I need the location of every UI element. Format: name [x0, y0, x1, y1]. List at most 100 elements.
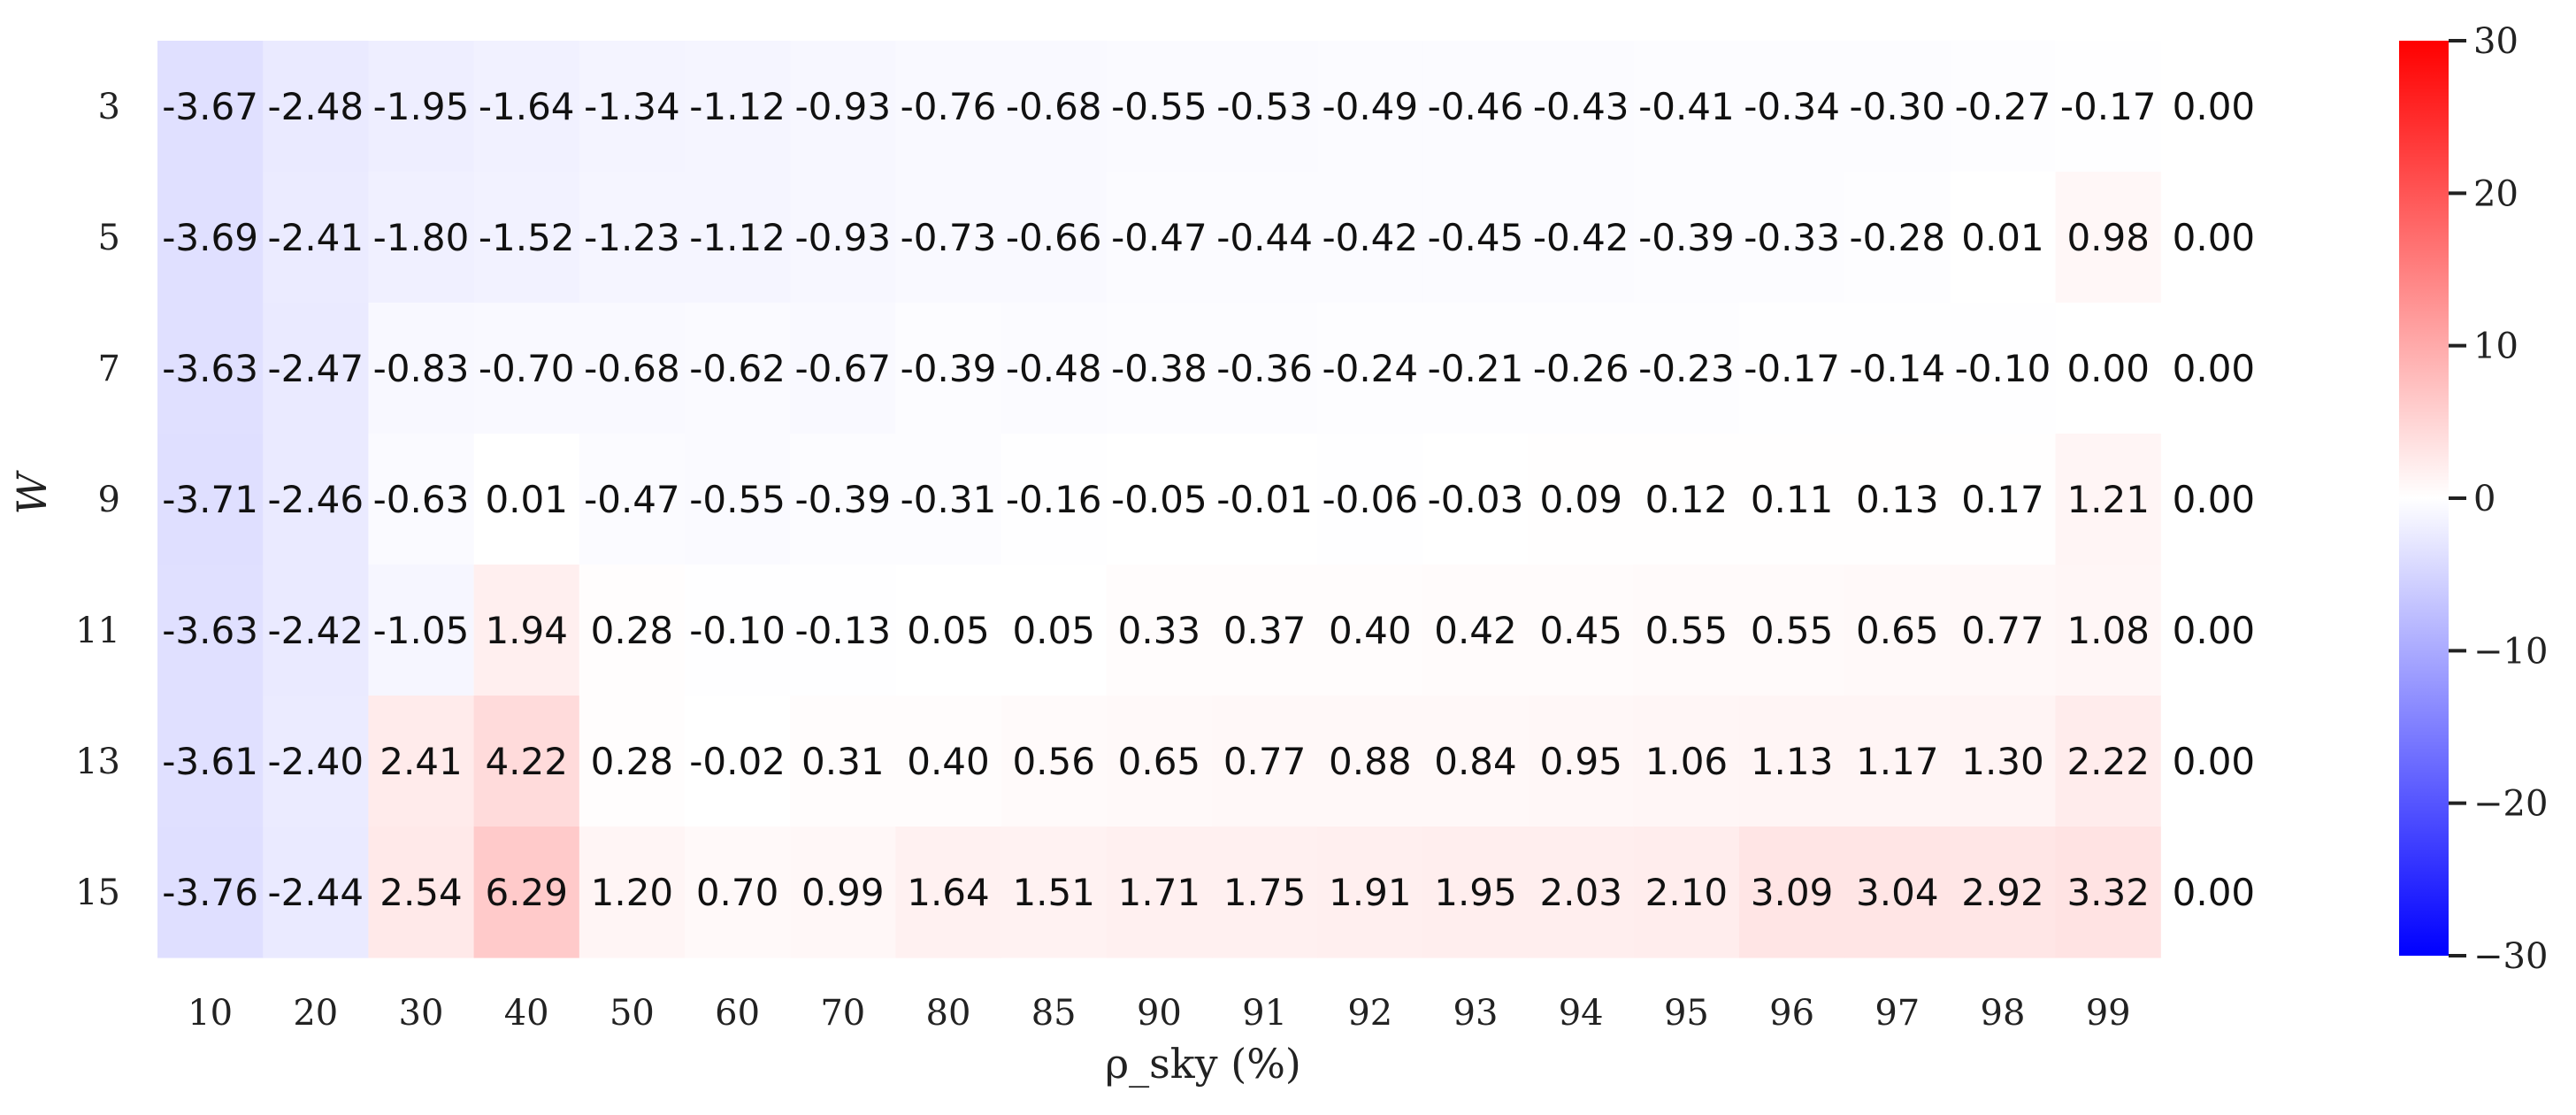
heatmap-cell	[1739, 565, 1845, 696]
heatmap-cell-value: -1.95	[373, 85, 470, 128]
heatmap-cell-value: -0.23	[1638, 347, 1735, 390]
heatmap-cell-value: 0.42	[1434, 609, 1517, 652]
heatmap-cell-labels: -3.67 -2.48 -1.95 -1.64 -1.34 -1.12 -0.93 -0.76…	[162, 85, 2255, 914]
heatmap-cell-value: -0.55	[1111, 85, 1208, 128]
heatmap-cell	[157, 434, 264, 565]
heatmap-cell	[1844, 434, 1951, 565]
heatmap-cell-value: 1.75	[1223, 871, 1307, 914]
heatmap-cell	[473, 303, 580, 434]
colorbar-tick-label: −30	[2473, 936, 2548, 977]
heatmap-cell-value: -0.03	[1428, 478, 1524, 521]
heatmap-cell-value: 2.03	[1539, 871, 1622, 914]
heatmap-cell-value: 0.00	[2173, 740, 2256, 783]
heatmap-cell-value: -0.36	[1216, 347, 1313, 390]
heatmap-cell-value: 0.77	[1223, 740, 1307, 783]
heatmap-cell	[1844, 565, 1951, 696]
heatmap-cell	[263, 434, 369, 565]
heatmap-cell-value: -1.64	[479, 85, 575, 128]
heatmap-cell-value: -1.12	[689, 216, 786, 259]
heatmap-cell	[2160, 41, 2267, 173]
heatmap-cell-value: 0.00	[2173, 478, 2256, 521]
heatmap-cell-value: 1.95	[1434, 871, 1517, 914]
heatmap-cell	[1000, 41, 1108, 173]
x-tick-label: 96	[1769, 993, 1814, 1034]
heatmap-cell	[1633, 172, 1740, 304]
heatmap-cell-value: 2.92	[1961, 871, 2044, 914]
x-tick-label: 98	[1981, 993, 2026, 1034]
heatmap-cell	[579, 565, 686, 696]
heatmap-cell-value: -2.48	[267, 85, 364, 128]
heatmap-cell	[1212, 827, 1318, 958]
heatmap-cell	[1844, 827, 1951, 958]
y-tick-label: 3	[98, 87, 120, 127]
heatmap-cell	[1000, 827, 1108, 958]
heatmap-cell-value: -0.45	[1428, 216, 1524, 259]
heatmap-cell	[1317, 41, 1423, 173]
heatmap-cell	[579, 41, 686, 173]
heatmap-cells	[157, 41, 2267, 958]
heatmap-cell	[1844, 696, 1951, 827]
heatmap-cell	[1528, 303, 1635, 434]
heatmap-cell	[1739, 41, 1845, 173]
heatmap-cell	[895, 434, 1002, 565]
heatmap-cell-value: -3.63	[162, 609, 258, 652]
heatmap-cell	[790, 41, 896, 173]
heatmap-cell-value: -0.70	[479, 347, 575, 390]
x-axis-label: ρ_sky (%)	[1105, 1040, 1301, 1088]
heatmap-cell-value: 0.33	[1118, 609, 1201, 652]
heatmap-cell-value: -2.47	[267, 347, 364, 390]
heatmap-cell	[157, 303, 264, 434]
heatmap-cell	[1212, 696, 1318, 827]
heatmap-cell-value: -1.05	[373, 609, 470, 652]
heatmap-cell-value: -0.46	[1428, 85, 1524, 128]
heatmap-cell	[263, 827, 369, 958]
x-tick-label: 99	[2086, 993, 2131, 1034]
x-tick-label: 20	[293, 993, 338, 1034]
heatmap-cell	[685, 172, 791, 304]
heatmap-cell-value: 1.94	[485, 609, 568, 652]
x-tick-label: 97	[1874, 993, 1920, 1034]
heatmap-cell	[579, 696, 686, 827]
heatmap-cell	[1950, 565, 2057, 696]
heatmap-cell	[263, 303, 369, 434]
heatmap-cell-value: -0.43	[1533, 85, 1629, 128]
heatmap-cell-value: -0.39	[901, 347, 997, 390]
heatmap-cell-value: 3.32	[2066, 871, 2150, 914]
y-tick-label: 7	[98, 349, 120, 389]
heatmap-cell	[895, 172, 1002, 304]
heatmap-cell-value: 2.54	[380, 871, 463, 914]
heatmap-cell	[579, 827, 686, 958]
heatmap-cell-value: -3.63	[162, 347, 258, 390]
heatmap-cell-value: -1.80	[373, 216, 470, 259]
colorbar-gradient	[2399, 41, 2449, 956]
heatmap-cell	[790, 827, 896, 958]
heatmap-cell	[1000, 303, 1108, 434]
heatmap-cell-value: 0.70	[696, 871, 779, 914]
heatmap-cell	[2055, 303, 2162, 434]
heatmap-cell-value: 0.00	[2173, 871, 2256, 914]
heatmap-cell-value: -0.41	[1638, 85, 1735, 128]
heatmap-cell	[579, 434, 686, 565]
heatmap-cell-value: -2.46	[267, 478, 364, 521]
heatmap-cell	[1106, 565, 1213, 696]
heatmap-cell-value: -0.44	[1216, 216, 1313, 259]
heatmap-cell	[473, 565, 580, 696]
heatmap-cell	[368, 172, 475, 304]
heatmap-cell-value: 0.12	[1645, 478, 1729, 521]
heatmap-cell-value: 1.51	[1012, 871, 1095, 914]
heatmap-cell-value: 1.08	[2066, 609, 2150, 652]
heatmap-cell	[1212, 303, 1318, 434]
colorbar-tick-label: 20	[2473, 173, 2518, 214]
heatmap-cell-value: -0.17	[2060, 85, 2157, 128]
heatmap-cell-value: 0.00	[2066, 347, 2150, 390]
heatmap-cell-value: -0.55	[689, 478, 786, 521]
x-tick-label: 40	[504, 993, 549, 1034]
heatmap-cell-value: -0.38	[1111, 347, 1208, 390]
heatmap-cell	[368, 696, 475, 827]
heatmap-cell-value: -2.42	[267, 609, 364, 652]
heatmap-cell-value: -0.93	[794, 85, 891, 128]
x-tick-label: 85	[1031, 993, 1077, 1034]
x-tick-label: 90	[1137, 993, 1182, 1034]
heatmap-cell	[473, 434, 580, 565]
heatmap-cell	[895, 827, 1002, 958]
